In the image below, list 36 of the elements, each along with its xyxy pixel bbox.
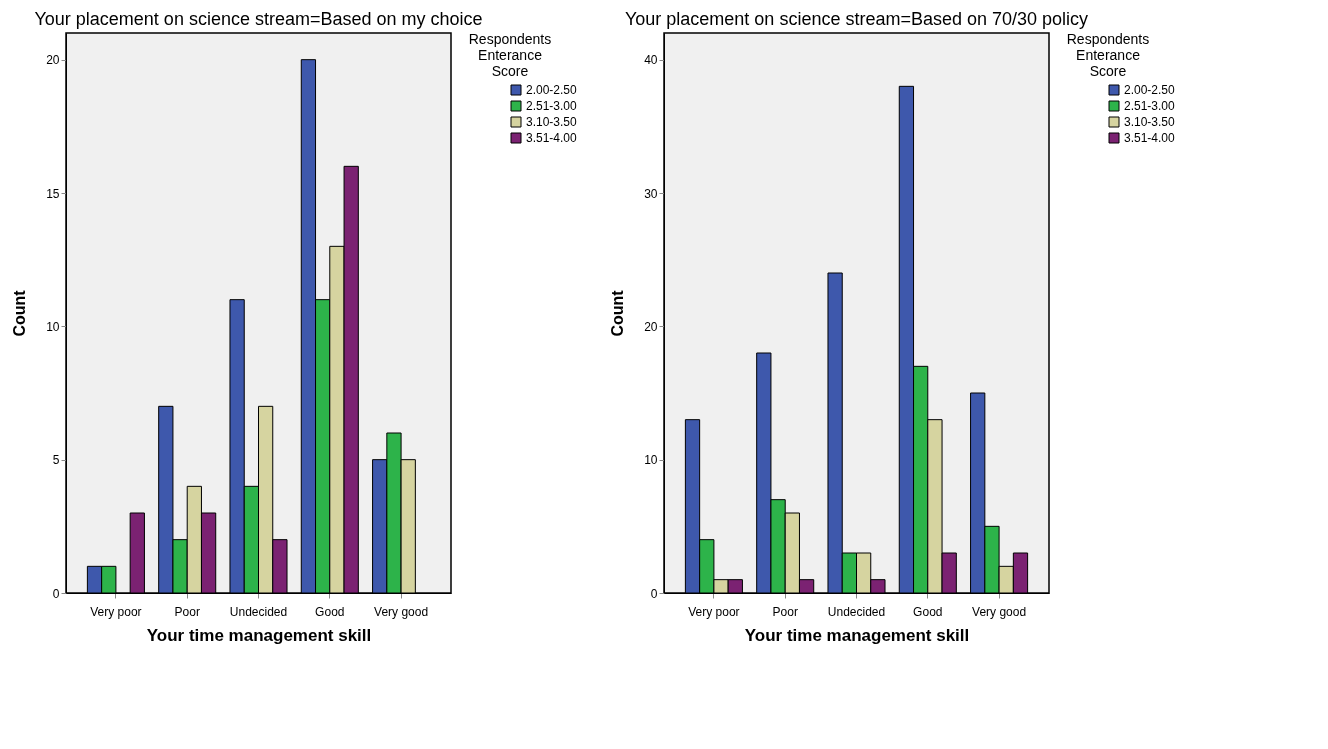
legend-title: Respondents Enterance Score bbox=[468, 31, 552, 79]
y-tick-label: 15 bbox=[46, 186, 60, 201]
y-tick-label: 5 bbox=[52, 453, 60, 468]
x-axis-title: Your time management skill bbox=[146, 625, 372, 645]
legend-label: 3.10-3.50 bbox=[1124, 115, 1176, 129]
y-tick-label: 10 bbox=[46, 319, 60, 334]
x-tick-label: Good bbox=[315, 604, 345, 619]
chart-title: Your placement on science stream=Based on 70/30 policy bbox=[624, 9, 1089, 29]
x-tick-label: Very good bbox=[374, 604, 429, 619]
x-tick-label: Very poor bbox=[688, 604, 740, 619]
y-tick-label: 20 bbox=[644, 319, 658, 334]
x-tick-label: Undecided bbox=[229, 604, 288, 619]
y-tick-label: 40 bbox=[644, 53, 658, 68]
chart-title: Your placement on science stream=Based on my choice bbox=[34, 9, 483, 29]
y-tick-label: 0 bbox=[650, 586, 658, 601]
x-tick-label: Very good bbox=[972, 604, 1027, 619]
legend-label: 3.10-3.50 bbox=[526, 115, 578, 129]
y-axis-title: Count bbox=[609, 289, 627, 337]
y-tick-label: 30 bbox=[644, 186, 658, 201]
legend-title: Respondents Enterance Score bbox=[1066, 31, 1150, 79]
y-axis-title: Count bbox=[11, 289, 29, 337]
x-tick-label: Poor bbox=[772, 604, 798, 619]
y-tick-label: 10 bbox=[644, 453, 658, 468]
y-tick-label: 20 bbox=[46, 53, 60, 68]
x-tick-label: Undecided bbox=[827, 604, 886, 619]
legend-label: 2.51-3.00 bbox=[526, 99, 578, 113]
x-tick-label: Good bbox=[913, 604, 943, 619]
legend-label: 2.00-2.50 bbox=[1124, 83, 1176, 97]
x-tick-label: Poor bbox=[174, 604, 200, 619]
legend-label: 3.51-4.00 bbox=[1124, 131, 1176, 145]
legend-label: 2.00-2.50 bbox=[526, 83, 578, 97]
y-tick-label: 0 bbox=[52, 586, 60, 601]
legend-label: 3.51-4.00 bbox=[526, 131, 578, 145]
x-tick-label: Very poor bbox=[90, 604, 142, 619]
x-axis-title: Your time management skill bbox=[744, 625, 970, 645]
legend-label: 2.51-3.00 bbox=[1124, 99, 1176, 113]
